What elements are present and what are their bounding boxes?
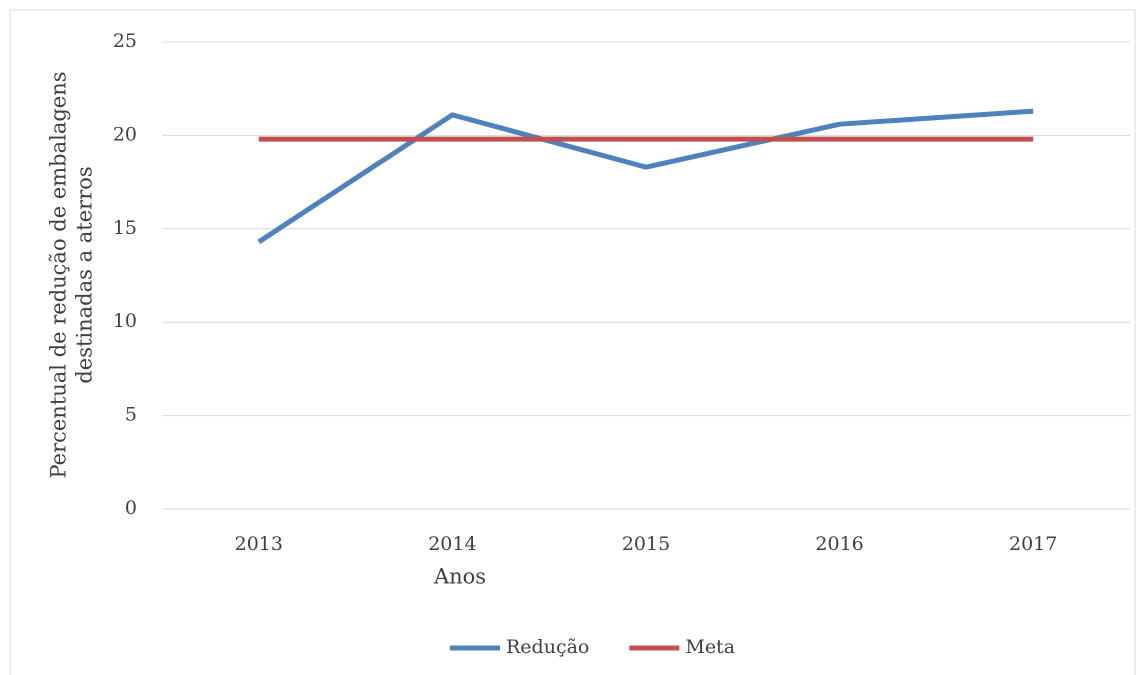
chart-frame — [9, 9, 1136, 675]
y-tick-label: 20 — [113, 123, 137, 145]
x-tick-label: 2013 — [235, 533, 283, 555]
y-tick-label: 5 — [125, 404, 137, 426]
legend-label: Meta — [685, 636, 735, 658]
line-series — [257, 108, 1034, 244]
y-axis-label-line: destinadas a aterros — [73, 166, 97, 383]
y-tick-label: 15 — [113, 217, 137, 239]
x-tick-label: 2015 — [622, 533, 670, 555]
x-tick-label: 2017 — [1009, 533, 1057, 555]
y-axis-label: Percentual de redução de embalagens dest… — [47, 71, 97, 478]
x-tick-label: 2016 — [815, 533, 863, 555]
y-tick-label: 0 — [125, 497, 137, 519]
y-tick-label: 25 — [113, 30, 137, 52]
x-axis-label: Anos — [433, 565, 486, 589]
y-axis-label-line: Percentual de redução de embalagens — [47, 71, 71, 478]
legend-label: Redução — [506, 636, 589, 658]
y-tick-label: 10 — [113, 310, 137, 332]
x-tick-label: 2014 — [428, 533, 476, 555]
